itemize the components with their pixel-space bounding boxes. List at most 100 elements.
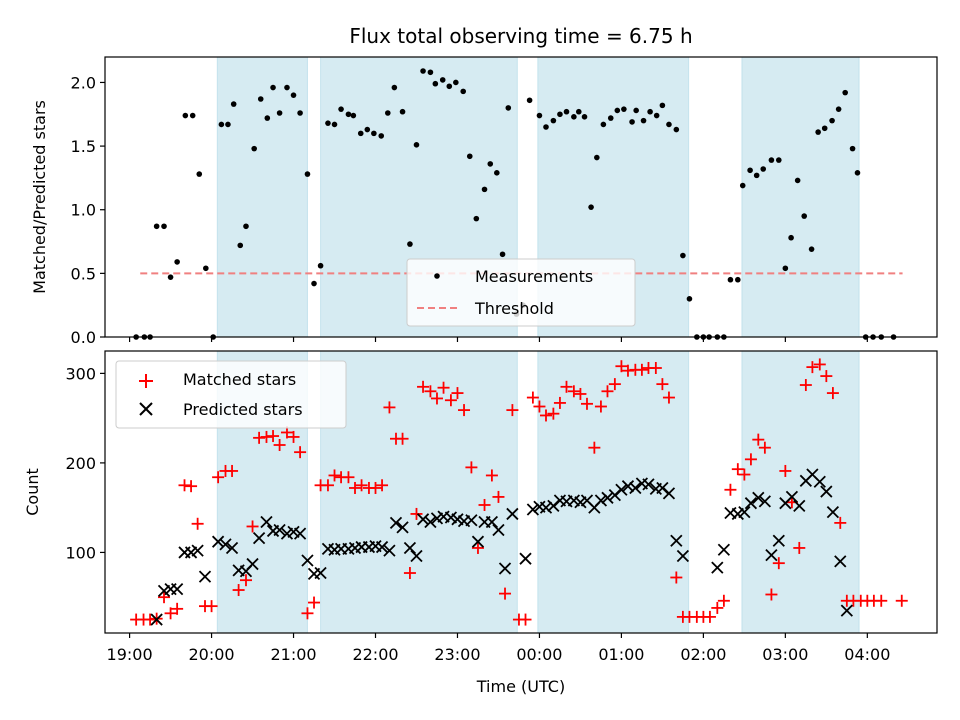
predicted-point-85 [772, 534, 785, 547]
predicted-point-7 [198, 570, 212, 583]
predicted-point-70 [642, 478, 655, 491]
measurement-point-91 [747, 167, 753, 174]
bottom-legend-box [115, 360, 347, 429]
predicted-point-68 [629, 481, 642, 495]
predicted-point-95 [840, 604, 853, 617]
measurement-points [133, 68, 897, 340]
predicted-point-8 [211, 535, 225, 548]
top-ytick-label-1: 0.5 [71, 264, 96, 283]
measurement-point-95 [775, 157, 782, 163]
matched-point-31 [342, 471, 355, 484]
matched-point-100 [813, 358, 826, 371]
predicted-point-77 [717, 543, 731, 556]
measurement-point-107 [854, 170, 861, 176]
measurement-point-77 [653, 112, 660, 119]
matched-point-93 [765, 588, 778, 601]
predicted-point-55 [539, 501, 553, 514]
measurement-point-23 [290, 92, 297, 98]
measurement-point-36 [378, 133, 385, 139]
measurement-point-15 [237, 242, 244, 249]
measurement-point-55 [505, 105, 512, 111]
matched-point-4 [158, 591, 171, 604]
measurement-point-105 [842, 89, 848, 96]
matched-point-46 [444, 394, 457, 407]
predicted-point-6 [191, 544, 204, 557]
bottom-ytick-label-2: 300 [65, 364, 96, 383]
matched-point-44 [430, 392, 443, 405]
predicted-point-84 [765, 548, 778, 562]
predicted-point-76 [711, 561, 724, 574]
matched-point-8 [185, 480, 198, 493]
predicted-point-80 [738, 506, 751, 519]
matched-point-52 [485, 469, 498, 482]
predicted-point-14 [252, 531, 266, 545]
matched-point-61 [547, 407, 560, 420]
predicted-point-91 [813, 475, 826, 488]
matched-point-92 [758, 441, 771, 454]
measurement-point-42 [420, 68, 426, 74]
top-panel: 0.00.51.01.52.0 Matched/Predicted stars … [30, 56, 938, 347]
measurement-point-94 [768, 157, 775, 163]
matched-point-32 [349, 481, 362, 494]
bottom-xtick-label-3: 22:00 [352, 645, 398, 664]
matched-point-79 [670, 571, 683, 584]
matched-point-65 [574, 387, 587, 400]
measurement-point-16 [243, 223, 249, 230]
matched-point-101 [820, 370, 833, 383]
matched-point-74 [635, 363, 648, 376]
top-ytick-label-4: 2.0 [71, 73, 96, 92]
top-band-3 [741, 56, 860, 338]
matched-point-6 [171, 602, 184, 615]
measurement-point-43 [427, 69, 434, 76]
measurement-point-54 [499, 251, 506, 258]
measurement-point-34 [364, 126, 371, 133]
matched-point-17 [246, 520, 259, 533]
bottom-xtick-label-1: 20:00 [189, 645, 235, 664]
predicted-star-points [150, 468, 853, 626]
matched-point-9 [191, 517, 204, 530]
measurement-point-44 [432, 80, 439, 87]
measurement-point-17 [251, 145, 257, 152]
bottom-band-3 [741, 350, 860, 634]
measurement-point-59 [536, 112, 543, 119]
measurement-point-9 [196, 171, 203, 177]
matched-point-21 [273, 439, 286, 451]
legend-measurements-label: Measurements [475, 267, 593, 286]
measurement-point-81 [680, 252, 686, 259]
measurement-point-50 [473, 215, 480, 222]
predicted-point-32 [375, 540, 389, 554]
predicted-point-87 [785, 490, 799, 504]
measurement-point-98 [794, 177, 801, 184]
matched-point-76 [649, 362, 662, 375]
predicted-point-10 [225, 541, 239, 555]
matched-point-62 [553, 396, 566, 409]
measurement-point-97 [788, 234, 794, 241]
measurement-point-32 [350, 112, 357, 119]
measurement-point-13 [225, 121, 231, 128]
matched-point-71 [615, 360, 628, 373]
matched-point-110 [895, 594, 908, 607]
measurement-point-41 [413, 142, 420, 148]
measurement-point-62 [557, 111, 563, 118]
matched-point-36 [376, 479, 389, 492]
bottom-xtick-label-9: 04:00 [844, 645, 890, 664]
measurement-point-104 [835, 106, 842, 112]
measurement-point-49 [466, 153, 473, 160]
matched-point-89 [738, 468, 751, 481]
top-legend: Measurements Threshold [406, 258, 636, 327]
measurement-point-101 [815, 129, 821, 135]
measurement-point-80 [673, 126, 680, 133]
measurement-point-53 [494, 170, 500, 176]
matched-point-50 [471, 541, 484, 554]
matched-point-77 [656, 378, 669, 391]
bottom-band-1 [320, 350, 518, 634]
matched-point-58 [526, 391, 539, 404]
measurement-point-20 [270, 84, 276, 91]
predicted-point-17 [273, 523, 286, 537]
measurement-point-14 [230, 101, 237, 107]
measurement-point-18 [257, 96, 264, 102]
matched-point-43 [424, 385, 437, 398]
predicted-point-9 [219, 538, 232, 551]
measurement-point-29 [331, 121, 338, 128]
